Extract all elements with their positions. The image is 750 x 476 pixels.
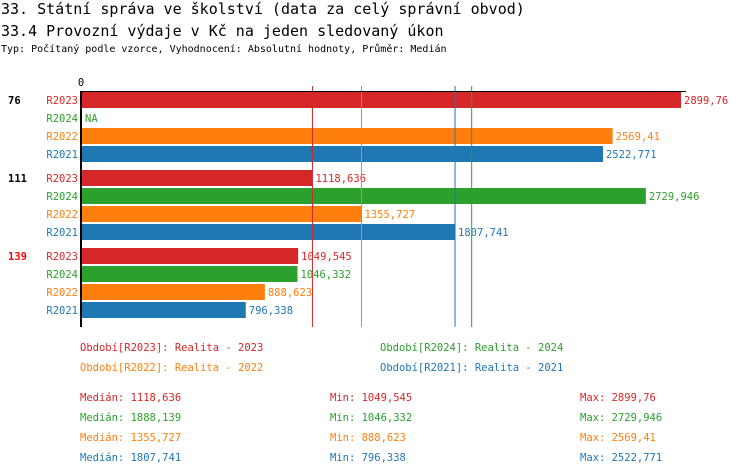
- bar-r2021: [81, 302, 246, 318]
- stat-median: Medián: 1888,139: [80, 412, 182, 424]
- stat-min: Min: 1046,332: [330, 412, 413, 424]
- series-row-label: R2024: [46, 113, 78, 125]
- group-label: 139: [8, 251, 27, 263]
- series-row-label: R2022: [46, 131, 78, 143]
- stat-max: Max: 2522,771: [580, 452, 663, 464]
- bar-r2023: [81, 248, 299, 264]
- chart-subtitle: 33.4 Provozní výdaje v Kč na jeden sledo…: [1, 22, 444, 40]
- stat-max: Max: 2569,41: [580, 432, 656, 444]
- series-row-label: R2023: [46, 251, 78, 263]
- value-label: NA: [85, 113, 98, 125]
- legend-item: Období[R2023]: Realita - 2023: [80, 342, 264, 354]
- value-label: 1118,636: [315, 173, 366, 185]
- stat-min: Min: 796,338: [330, 452, 406, 464]
- value-label: 1807,741: [458, 227, 509, 239]
- value-label: 2899,76: [684, 95, 728, 107]
- series-row-label: R2023: [46, 173, 78, 185]
- series-row-label: R2021: [46, 149, 78, 161]
- stat-min: Min: 888,623: [330, 432, 406, 444]
- legend-item: Období[R2022]: Realita - 2022: [80, 362, 264, 374]
- bar-r2024: [81, 188, 646, 204]
- stat-max: Max: 2729,946: [580, 412, 663, 424]
- series-row-label: R2023: [46, 95, 78, 107]
- stat-median: Medián: 1807,741: [80, 452, 182, 464]
- chart-description: Typ: Počítaný podle vzorce, Vyhodnocení:…: [1, 44, 447, 55]
- page-title: 33. Státní správa ve školství (data za c…: [1, 0, 525, 18]
- stat-median: Medián: 1355,727: [80, 432, 182, 444]
- bar-r2023: [81, 92, 681, 108]
- stat-max: Max: 2899,76: [580, 392, 656, 404]
- bar-r2022: [81, 206, 362, 222]
- value-label: 2729,946: [649, 191, 700, 203]
- value-label: 2522,771: [606, 149, 657, 161]
- bar-r2023: [81, 170, 313, 186]
- group-label: 76: [8, 95, 21, 107]
- stat-median: Medián: 1118,636: [80, 392, 182, 404]
- stat-min: Min: 1049,545: [330, 392, 413, 404]
- value-label: 1046,332: [301, 269, 352, 281]
- bar-r2021: [81, 224, 456, 240]
- series-row-label: R2021: [46, 305, 78, 317]
- bar-r2022: [81, 128, 613, 144]
- value-label: 1049,545: [301, 251, 352, 263]
- legend-item: Období[R2021]: Realita - 2021: [380, 362, 564, 374]
- series-row-label: R2024: [46, 191, 78, 203]
- value-label: 1355,727: [365, 209, 416, 221]
- bar-r2024: [81, 266, 298, 282]
- series-row-label: R2022: [46, 209, 78, 221]
- bar-r2021: [81, 146, 603, 162]
- legend-item: Období[R2024]: Realita - 2024: [380, 342, 564, 354]
- value-label: 888,623: [268, 287, 312, 299]
- bar-r2022: [81, 284, 265, 300]
- group-label: 111: [8, 173, 27, 185]
- value-label: 796,338: [249, 305, 293, 317]
- series-row-label: R2022: [46, 287, 78, 299]
- series-row-label: R2021: [46, 227, 78, 239]
- x-tick-label: 0: [78, 77, 84, 89]
- series-row-label: R2024: [46, 269, 78, 281]
- value-label: 2569,41: [616, 131, 660, 143]
